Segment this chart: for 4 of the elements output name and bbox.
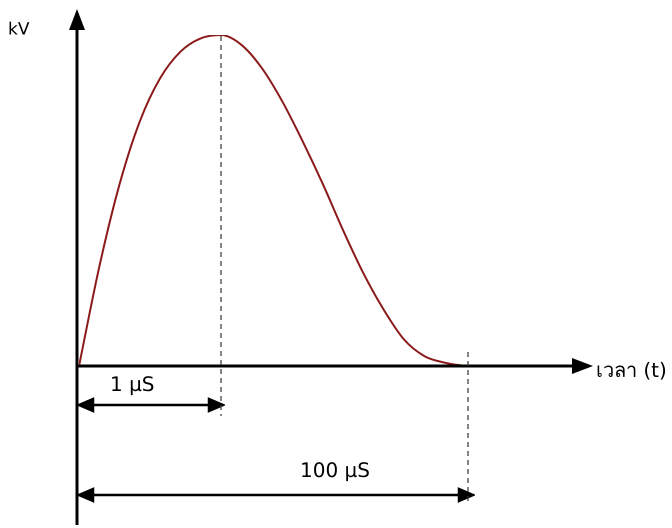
text: เวลา (t) <box>596 357 667 384</box>
text: 1 µS <box>110 372 155 396</box>
y-axis-title: kV <box>8 19 30 40</box>
text: 100 µS <box>300 458 370 482</box>
